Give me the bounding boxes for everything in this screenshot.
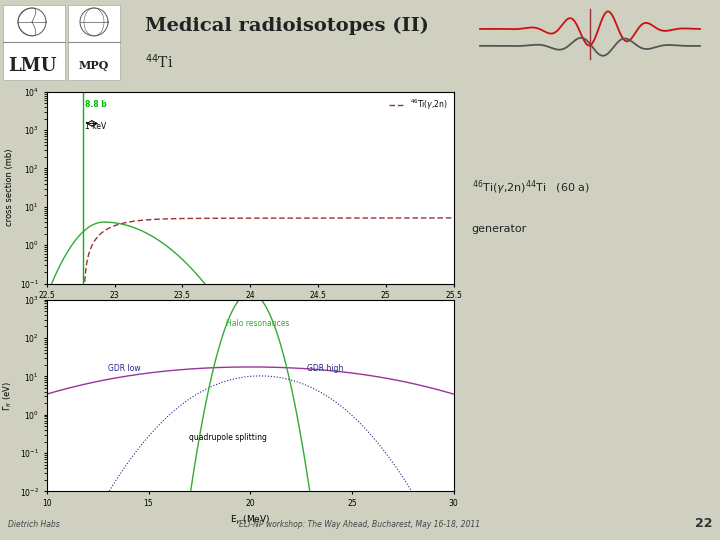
Text: ELI-NP workshop: The Way Ahead, Bucharest, May 16-18, 2011: ELI-NP workshop: The Way Ahead, Buchares… — [240, 520, 480, 529]
Text: quadrupole splitting: quadrupole splitting — [189, 433, 267, 442]
Text: Medical radioisotopes (II): Medical radioisotopes (II) — [145, 17, 429, 35]
Text: Halo resonances: Halo resonances — [226, 320, 289, 328]
Text: 22: 22 — [695, 517, 712, 530]
Text: GDR high: GDR high — [307, 364, 343, 373]
Legend: $^{46}$Ti($\gamma$,2n): $^{46}$Ti($\gamma$,2n) — [387, 96, 450, 113]
X-axis label: E$_{\gamma}$ (MeV): E$_{\gamma}$ (MeV) — [230, 306, 270, 319]
X-axis label: E$_{\gamma}$ (MeV): E$_{\gamma}$ (MeV) — [230, 514, 270, 526]
FancyBboxPatch shape — [68, 5, 120, 80]
Y-axis label: $\Gamma_{fi}$ (eV): $\Gamma_{fi}$ (eV) — [2, 381, 14, 410]
Text: $^{44}$Ti: $^{44}$Ti — [145, 52, 174, 71]
FancyBboxPatch shape — [3, 5, 65, 80]
Text: Dietrich Habs: Dietrich Habs — [8, 520, 60, 529]
Text: $^{46}$Ti($\gamma$,2n)$^{44}$Ti   (60 a): $^{46}$Ti($\gamma$,2n)$^{44}$Ti (60 a) — [472, 178, 590, 197]
Text: generator: generator — [472, 224, 527, 234]
Text: LMU: LMU — [8, 57, 56, 75]
Text: 8.8 b: 8.8 b — [86, 100, 107, 109]
Text: MPQ: MPQ — [78, 60, 109, 71]
Text: GDR low: GDR low — [108, 364, 140, 373]
Text: 1 keV: 1 keV — [86, 122, 107, 131]
Y-axis label: cross section (mb): cross section (mb) — [6, 149, 14, 226]
